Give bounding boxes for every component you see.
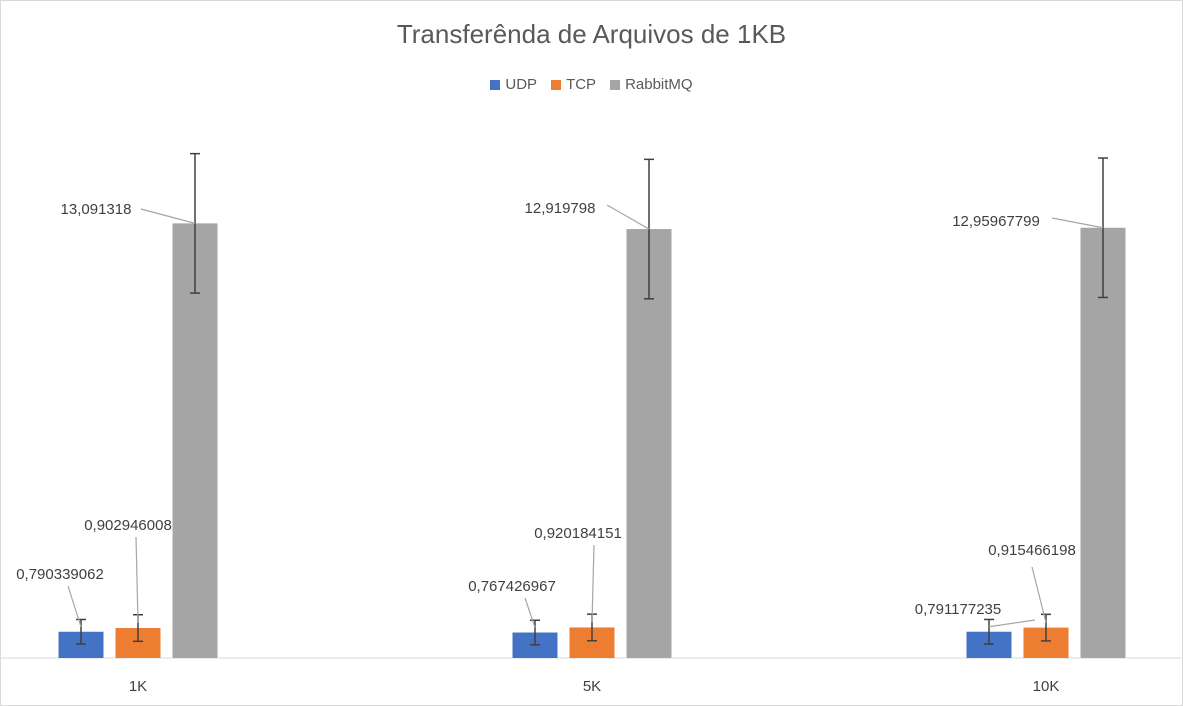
data-label-udp-5k: 0,767426967 [468,578,556,595]
data-label-udp-10k: 0,791177235 [915,601,1001,618]
legend-swatch-udp [490,79,501,90]
legend-swatch-tcp [551,79,562,90]
bar-rabbitmq-10k [1080,227,1126,658]
data-label-rabbitmq-1k: 13,091318 [61,201,132,218]
bar-rabbitmq-1k [172,223,218,659]
leader-line [988,619,1036,628]
bar-rabbitmq-5k [626,229,672,658]
leader-line [591,544,595,623]
leader-line [524,597,536,628]
leader-line [140,208,196,224]
data-label-tcp-1k: 0,902946008 [84,517,172,534]
legend-item-udp: UDP [490,76,537,93]
data-label-tcp-10k: 0,915466198 [988,542,1076,559]
leader-line [1031,566,1047,623]
data-label-tcp-5k: 0,920184151 [534,525,622,542]
data-label-rabbitmq-5k: 12,919798 [525,200,596,217]
leader-line [1051,217,1104,229]
legend-label-rabbitmq: RabbitMQ [625,76,693,93]
data-label-rabbitmq-10k: 12,95967799 [952,213,1040,230]
legend-label-udp: UDP [505,76,538,93]
x-tick-label: 1K [129,678,147,695]
legend-label-tcp: TCP [566,76,597,93]
chart-title: Transferênda de Arquivos de 1KB [396,19,787,49]
x-tick-label: 10K [1033,678,1060,695]
leader-line [67,585,82,627]
legend-item-rabbitmq: RabbitMQ [610,76,693,93]
data-label-udp-1k: 0,790339062 [16,566,104,583]
legend-item-tcp: TCP [551,76,596,93]
x-tick-label: 5K [583,678,601,695]
legend: UDP TCP RabbitMQ [0,76,1183,93]
leader-line [606,204,650,230]
legend-swatch-rabbitmq [610,79,621,90]
leader-line [135,536,139,624]
